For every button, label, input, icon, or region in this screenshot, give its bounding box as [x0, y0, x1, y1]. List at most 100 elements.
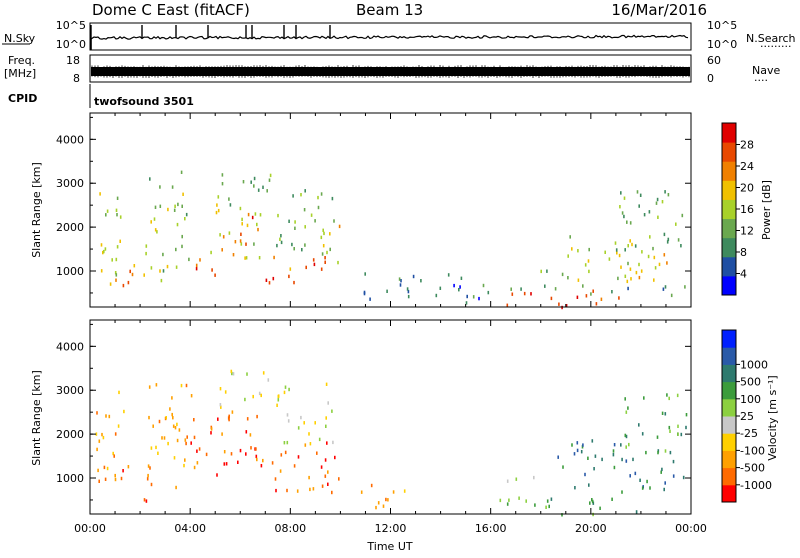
range-cell — [172, 416, 174, 420]
range-cell — [180, 170, 183, 174]
range-cell — [280, 453, 283, 457]
range-cell — [618, 253, 621, 258]
range-cell — [639, 478, 641, 482]
range-cell — [294, 226, 296, 230]
colorbar-segment — [722, 161, 736, 181]
range-cell — [657, 450, 659, 455]
range-cell — [630, 277, 632, 281]
range-cell — [152, 424, 154, 428]
range-cell — [276, 403, 278, 407]
range-cell — [117, 424, 120, 428]
range-cell — [672, 459, 675, 464]
velocity-y-axis: 1000 2000 3000 4000 — [56, 323, 691, 501]
range-cell — [508, 498, 510, 502]
range-cell — [580, 450, 583, 454]
range-cell — [106, 209, 109, 213]
range-cell — [590, 292, 592, 296]
range-cell — [165, 416, 167, 420]
range-cell — [273, 255, 275, 260]
range-cell — [175, 265, 178, 269]
y-tick-label: 4000 — [56, 133, 84, 146]
range-cell — [666, 393, 668, 397]
range-cell — [297, 426, 300, 430]
range-cell — [244, 397, 246, 402]
range-cell — [127, 465, 130, 469]
range-cell — [656, 435, 659, 439]
range-cell — [303, 421, 305, 425]
colorbar-segment — [722, 330, 736, 348]
range-cell — [259, 213, 262, 217]
range-cell — [322, 228, 324, 232]
range-cell — [624, 397, 626, 401]
range-cell — [314, 421, 316, 425]
range-cell — [329, 232, 331, 236]
range-cell — [664, 481, 666, 485]
range-cell — [112, 451, 114, 456]
range-cell — [251, 215, 254, 220]
range-cell — [286, 413, 289, 417]
range-cell — [176, 438, 179, 443]
range-cell — [327, 470, 329, 474]
colorbar-tick-label: 8 — [740, 246, 747, 259]
range-cell — [167, 441, 169, 446]
range-cell — [611, 497, 613, 501]
colorbar-segment — [722, 218, 736, 239]
range-cell — [534, 503, 536, 507]
range-cell — [577, 278, 580, 282]
range-cell — [615, 248, 618, 252]
range-cell — [143, 273, 145, 277]
range-cell — [115, 208, 118, 212]
range-cell — [447, 273, 450, 277]
x-tick-label: 08:00 — [274, 522, 306, 535]
range-cell — [525, 499, 527, 503]
range-cell — [662, 287, 665, 291]
colorbar-segment — [722, 398, 736, 417]
range-cell — [98, 439, 101, 443]
colorbar-segment — [722, 237, 736, 258]
range-cell — [561, 272, 564, 277]
range-cell — [181, 234, 183, 239]
range-cell — [312, 487, 315, 491]
range-cell — [114, 271, 117, 275]
range-cell — [387, 498, 389, 502]
range-cell — [250, 180, 252, 184]
range-cell — [262, 458, 264, 463]
range-cell — [239, 206, 242, 211]
range-cell — [103, 249, 105, 254]
range-cell — [177, 202, 179, 207]
range-cell — [326, 250, 328, 255]
range-cell — [620, 265, 622, 269]
range-cell — [588, 483, 590, 487]
range-cell — [565, 304, 568, 308]
range-cell — [293, 280, 295, 285]
range-cell — [131, 272, 134, 277]
range-cell — [571, 443, 573, 447]
power-ylabel: Slant Range [km] — [30, 162, 43, 258]
range-cell — [591, 498, 593, 502]
range-cell — [106, 466, 109, 471]
range-cell — [277, 213, 279, 218]
range-cell — [515, 477, 518, 481]
range-cell — [118, 390, 120, 395]
range-cell — [245, 452, 247, 456]
range-cell — [252, 394, 254, 399]
range-cell — [576, 295, 579, 299]
range-cell — [274, 477, 277, 481]
range-cell — [96, 411, 98, 415]
range-cell — [232, 253, 235, 257]
velocity-colorbar: -1000 -500 -100 -25 25 100 500 1000 — [721, 329, 772, 503]
range-cell — [133, 264, 136, 268]
range-cell — [237, 460, 239, 464]
range-cell — [638, 204, 640, 208]
range-cell — [173, 456, 176, 460]
range-cell — [288, 387, 290, 392]
range-cell — [634, 471, 637, 476]
range-cell — [173, 208, 176, 212]
range-cell — [626, 279, 629, 284]
range-cell — [222, 235, 225, 239]
range-cell — [626, 220, 628, 224]
range-cell — [338, 224, 341, 229]
range-cell — [588, 247, 590, 252]
range-cell — [184, 438, 187, 442]
